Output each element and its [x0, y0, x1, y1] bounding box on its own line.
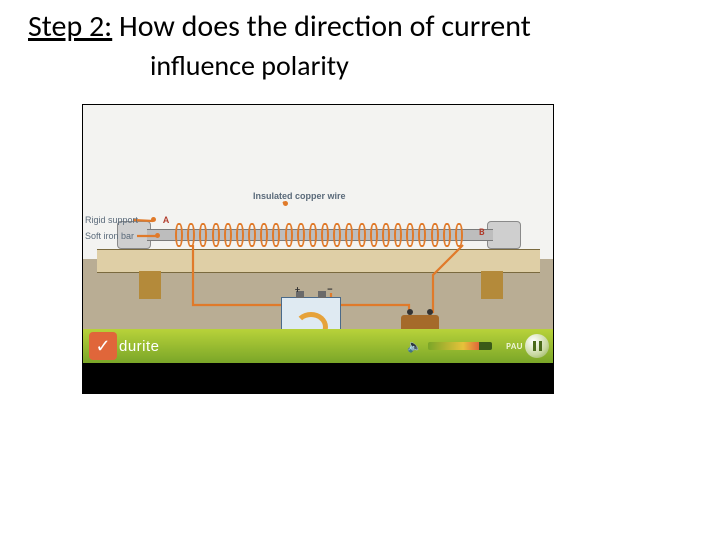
video-player-bar: ✓ durite 🔈 PAU: [83, 329, 553, 363]
slide-subtitle: influence polarity: [150, 48, 349, 83]
callout-dot: [151, 217, 156, 222]
label-insulated-wire: Insulated copper wire: [253, 191, 346, 201]
slide-title: Step 2: How does the direction of curren…: [28, 8, 531, 45]
callout-dot: [283, 201, 288, 206]
pause-button[interactable]: [525, 334, 549, 358]
polarity-minus: −: [327, 283, 333, 297]
slide: Step 2: How does the direction of curren…: [0, 0, 720, 540]
table-leg-right: [481, 271, 503, 299]
copper-coil: [175, 223, 463, 247]
letterbox-bottom: [83, 363, 553, 393]
terminal-a-label: A: [163, 213, 169, 226]
label-rigid-support: Rigid support: [85, 215, 138, 225]
label-soft-iron-bar: Soft iron bar: [85, 231, 134, 241]
terminal-b-label: B: [479, 225, 485, 238]
pause-label: PAU: [506, 341, 523, 352]
table-top: [97, 249, 540, 273]
step-label: Step 2:: [28, 8, 112, 45]
table-leg-left: [139, 271, 161, 299]
polarity-plus: +: [295, 283, 300, 296]
title-rest: How does the direction of current: [112, 8, 531, 45]
speaker-icon[interactable]: 🔈: [407, 339, 422, 354]
callout-dot: [155, 233, 160, 238]
brand-check-icon: ✓: [89, 332, 117, 360]
electromagnet-diagram: A B + − Rigid support Soft iron bar Insu…: [82, 104, 554, 394]
volume-slider[interactable]: [428, 342, 492, 350]
brand-text: durite: [119, 338, 160, 355]
